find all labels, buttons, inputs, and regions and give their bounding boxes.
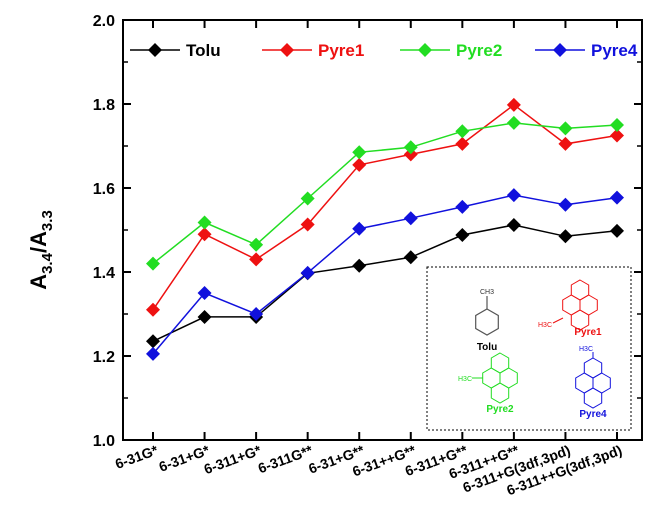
data-point (146, 256, 160, 271)
pyre4-ring (583, 387, 603, 409)
inset-frame (426, 266, 632, 431)
data-point (146, 346, 160, 361)
series-lines (152, 103, 618, 355)
x-tick-label: 6-311G** (256, 442, 315, 477)
toluene-ring (475, 308, 499, 336)
y-tick-label: 1.8 (93, 97, 115, 114)
pyre2-methyl-label: H3C (458, 376, 472, 383)
pyre2-ring (490, 352, 510, 374)
data-point (249, 307, 264, 321)
data-point (197, 286, 212, 300)
y-axis-label-sub1: 3.4 (39, 252, 56, 274)
data-point (558, 121, 573, 136)
data-point (352, 157, 367, 172)
legend: Tolu Pyre1 Pyre2 Pyre4 (130, 41, 638, 60)
data-point (403, 250, 418, 265)
data-point (558, 229, 573, 244)
legend-marker (418, 43, 432, 57)
toluene-methyl-label: CH3 (480, 289, 494, 296)
pyre1-methyl-label: H3C (538, 322, 552, 329)
data-point (506, 115, 521, 130)
data-point (352, 221, 367, 236)
legend-label: Pyre1 (318, 41, 364, 60)
data-point (455, 124, 470, 139)
data-point (300, 265, 315, 280)
pyre1-ring (570, 279, 590, 301)
y-axis-label-sub2: 3.3 (39, 210, 56, 231)
series-line (152, 122, 618, 265)
data-point (403, 140, 418, 155)
pyre1-ring (570, 309, 590, 331)
y-axis-label: A3.4/A3.3 (26, 210, 56, 290)
structure-label: Pyre2 (486, 404, 514, 415)
structure-label: Tolu (477, 342, 497, 353)
y-tick-label: 1.2 (93, 349, 115, 366)
legend-label: Tolu (186, 41, 221, 60)
data-point (455, 136, 470, 151)
data-point (352, 145, 367, 160)
legend-marker (553, 43, 567, 57)
series-line (152, 103, 618, 311)
data-point (249, 252, 264, 267)
data-point (300, 191, 315, 206)
data-point (197, 215, 212, 230)
y-tick-label: 1.4 (93, 265, 115, 282)
data-point (455, 228, 470, 243)
data-point (403, 147, 418, 162)
y-tick-label: 1.6 (93, 181, 115, 198)
series-markers (146, 97, 624, 361)
data-point (249, 237, 264, 252)
legend-label: Pyre4 (591, 41, 638, 60)
pyre4-methyl-label: H3C (579, 346, 593, 353)
data-point (506, 97, 521, 112)
structure-label: Pyre1 (574, 327, 602, 338)
y-tick-labels: 1.0 1.2 1.4 1.6 1.8 2.0 (93, 13, 115, 450)
legend-label: Pyre2 (456, 41, 502, 60)
y-tick-label: 1.0 (93, 433, 115, 450)
x-tick-label: 6-311+G* (202, 442, 264, 478)
legend-marker (148, 43, 162, 57)
data-point (558, 136, 573, 151)
y-tick-label: 2.0 (93, 13, 115, 30)
axes (122, 19, 643, 441)
x-tick-labels: 6-31G*6-31+G*6-311+G*6-311G**6-31+G**6-3… (113, 442, 624, 499)
data-point (610, 190, 624, 205)
structure-inset: CH3 H3C H3C H3C Tolu Pyre1 Pyre2 Pyre4 (426, 266, 632, 431)
series-line (152, 224, 618, 342)
data-point (610, 128, 624, 143)
structure-label: Pyre4 (579, 409, 607, 420)
data-point (352, 258, 367, 273)
series-line (152, 194, 618, 355)
data-point (558, 197, 573, 212)
pyre4-ring (583, 357, 603, 379)
y-axis-label-main: A (26, 274, 51, 290)
pyre2-ring (490, 382, 510, 404)
data-point (506, 217, 521, 232)
data-point (506, 188, 521, 203)
data-point (403, 211, 418, 226)
data-point (146, 334, 160, 349)
y-axis-label-slash: /A (26, 231, 51, 253)
legend-marker (280, 43, 294, 57)
data-point (455, 199, 470, 214)
data-point (197, 309, 212, 324)
data-point (197, 227, 212, 242)
data-point (610, 223, 624, 238)
pyre1-methyl-bond (552, 317, 564, 324)
data-point (146, 302, 160, 317)
data-point (300, 217, 315, 232)
x-tick-label: 6-31G* (113, 442, 161, 472)
data-point (610, 118, 624, 132)
